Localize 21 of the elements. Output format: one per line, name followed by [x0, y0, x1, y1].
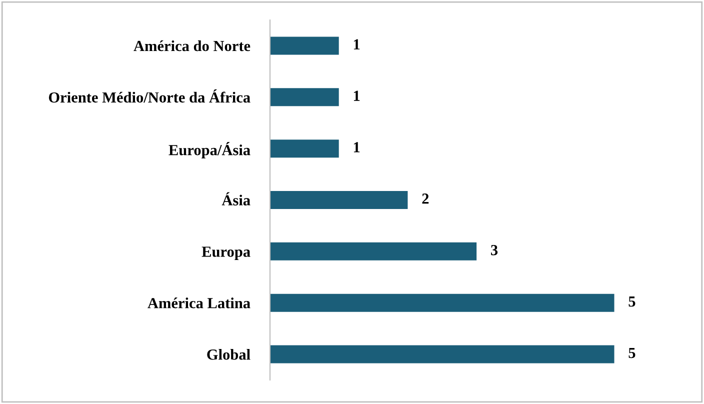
y-tick-label: Oriente Médio/Norte da África — [48, 89, 250, 103]
bar — [270, 294, 614, 312]
bar — [270, 140, 339, 158]
data-label: 1 — [354, 90, 360, 101]
bar — [270, 345, 614, 364]
data-label: 5 — [628, 296, 636, 307]
y-tick-label: América Latina — [148, 298, 250, 308]
data-label: 1 — [354, 39, 360, 50]
y-tick-label: América do Norte — [134, 40, 250, 52]
bar — [270, 88, 339, 106]
bar — [270, 36, 339, 55]
y-tick-label: Europa — [202, 246, 250, 260]
bar — [270, 191, 408, 209]
data-label: 2 — [422, 194, 429, 204]
data-label: 1 — [354, 142, 360, 152]
data-label: 5 — [628, 348, 636, 358]
bar — [270, 242, 477, 260]
y-tick-label: Europa/Ásia — [168, 142, 250, 158]
y-tick-label: Global — [207, 348, 250, 360]
y-tick-label: Ásia — [222, 192, 250, 206]
data-label: 3 — [491, 244, 498, 256]
